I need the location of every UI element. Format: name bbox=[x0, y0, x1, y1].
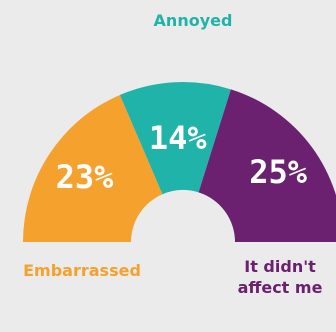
slices bbox=[23, 82, 336, 242]
percent-label-embarrassed: 23% bbox=[56, 158, 115, 196]
slice-embarrassed bbox=[23, 94, 163, 242]
slice-annoyed bbox=[119, 82, 231, 195]
percent-label-annoyed: 14% bbox=[149, 119, 208, 157]
category-labels: Embarrassed Annoyed It didn't affect me bbox=[23, 11, 322, 297]
category-label-annoyed: Annoyed bbox=[154, 11, 233, 30]
category-label-embarrassed: Embarrassed bbox=[23, 261, 141, 280]
percent-label-it-didn-t-affect-me: 25% bbox=[249, 153, 308, 191]
slice-it-didn-t-affect-me bbox=[198, 89, 336, 242]
category-label-it-didn-t-affect-me: It didn't affect me bbox=[238, 257, 323, 297]
percent-labels: 23% 14% 25% bbox=[56, 119, 308, 196]
